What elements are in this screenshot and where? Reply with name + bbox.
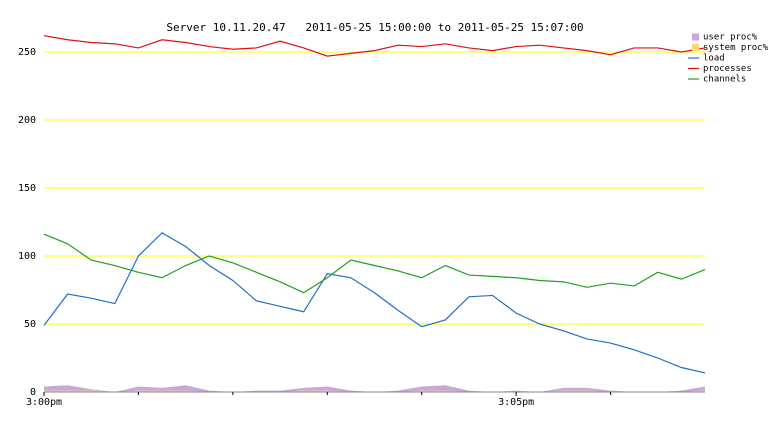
line xyxy=(43,233,706,294)
chart-title: Server 10.11.20.47 2011-05-25 15:00:00 t… xyxy=(166,21,583,34)
legend-label: load xyxy=(703,54,725,64)
legend-swatch xyxy=(692,44,699,51)
area xyxy=(44,385,705,392)
y-tick-label: 250 xyxy=(18,47,36,58)
line xyxy=(43,232,706,374)
y-tick-label: 50 xyxy=(24,319,36,330)
y-tick-label: 150 xyxy=(18,183,36,194)
legend-swatch xyxy=(692,33,699,41)
legend-label: user proc% xyxy=(703,33,758,43)
y-tick-label: 100 xyxy=(18,251,36,262)
x-tick-label: 3:00pm xyxy=(26,397,62,408)
x-tick-label: 3:05pm xyxy=(498,397,534,408)
legend-label: processes xyxy=(703,64,752,74)
y-tick-label: 0 xyxy=(30,387,36,398)
legend-label: system proc% xyxy=(703,43,769,53)
legend-label: channels xyxy=(703,75,746,85)
line xyxy=(43,35,706,57)
y-tick-label: 200 xyxy=(18,115,36,126)
